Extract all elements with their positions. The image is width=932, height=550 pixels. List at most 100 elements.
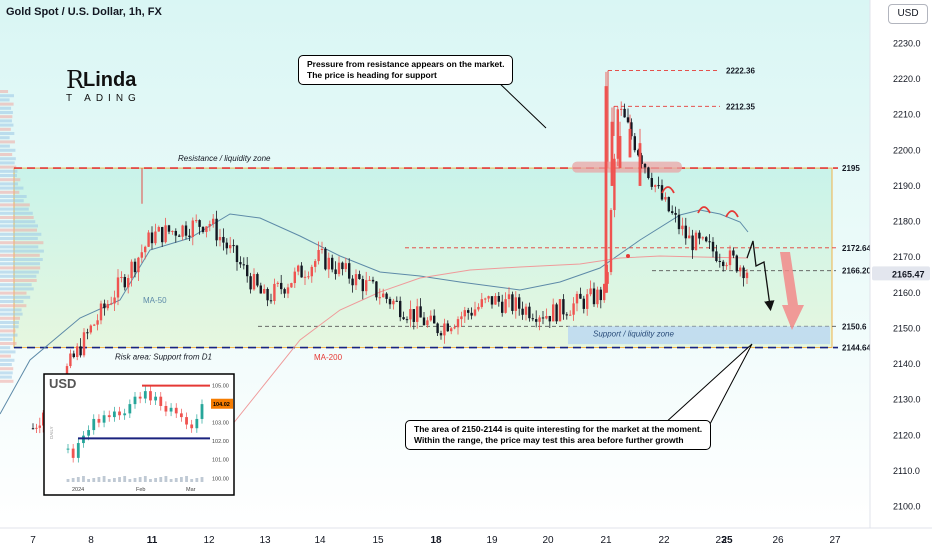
volume-profile-bar <box>0 350 16 354</box>
candle-body <box>276 282 279 284</box>
candle-body <box>524 306 528 315</box>
candle-body <box>552 304 555 322</box>
candle-body <box>409 309 412 320</box>
candle-body <box>688 235 691 239</box>
x-tick-label: 25 <box>721 535 733 546</box>
candle-body <box>72 353 75 358</box>
inset-candle-body <box>159 396 163 406</box>
candle-body <box>504 299 507 313</box>
candle-body <box>446 323 449 332</box>
candle-body <box>86 332 89 334</box>
inset-x-tick: 2024 <box>72 487 84 493</box>
callout-top-line-2: The price is heading for support <box>307 70 437 80</box>
candle-body <box>110 303 113 305</box>
inset-volume-bar <box>107 479 111 482</box>
inset-volume-bar <box>195 478 199 482</box>
inset-last-value: 104.02 <box>213 402 230 408</box>
volume-profile-bar <box>0 211 33 215</box>
candle-body <box>477 306 480 310</box>
volume-profile-bar <box>0 237 38 240</box>
candle-body <box>215 218 218 241</box>
volume-profile-bar <box>0 379 14 383</box>
candle-body <box>69 353 72 367</box>
candle-body <box>535 319 538 322</box>
inset-volume-bar <box>71 478 75 482</box>
candle-body <box>93 324 96 326</box>
volume-profile-bar <box>0 333 18 337</box>
inset-x-tick: Feb <box>136 487 145 493</box>
price-level-label: 2166.20 <box>842 267 871 276</box>
inset-volume-bar <box>133 478 137 482</box>
callout-bottom: The area of 2150-2144 is quite interesti… <box>405 420 712 450</box>
candle-body <box>127 278 130 288</box>
candle-body <box>123 276 126 288</box>
volume-profile-bar <box>0 262 40 266</box>
candle-body <box>208 223 211 227</box>
candle-body <box>246 264 249 277</box>
volume-profile-bar <box>0 195 27 198</box>
x-tick-label: 19 <box>486 535 498 546</box>
candle-body <box>354 274 358 286</box>
x-tick-label: 26 <box>772 535 784 546</box>
volume-profile-bar <box>0 342 17 345</box>
candle-body <box>463 310 466 317</box>
resistance-test-highlight <box>572 161 682 173</box>
candle-body <box>232 245 235 247</box>
volume-profile-bar <box>0 346 11 350</box>
candle-body <box>691 235 694 251</box>
inset-volume-bar <box>190 479 194 482</box>
inset-chart[interactable]: USDDAILY105.00104.00103.00102.00101.0010… <box>43 373 235 496</box>
volume-profile-bar <box>0 249 44 253</box>
x-tick-label: 21 <box>600 535 612 546</box>
candle-body <box>140 252 143 258</box>
x-tick-label: 18 <box>430 535 442 546</box>
inset-candle-body <box>118 411 121 416</box>
inset-candle-body <box>133 396 137 405</box>
resistance-touch-arc <box>725 210 739 218</box>
x-tick-label: 23 <box>715 535 727 546</box>
inset-y-tick: 103.00 <box>212 421 229 427</box>
candle-body <box>229 245 232 249</box>
inset-y-tick: 102.00 <box>212 439 229 445</box>
resistance-touch-arc <box>661 186 675 194</box>
candle-body <box>745 272 749 279</box>
candle-body <box>460 316 463 320</box>
candle-body <box>174 230 177 236</box>
candle-body <box>120 276 123 278</box>
support-zone-label: Support / liquidity zone <box>593 329 674 338</box>
volume-profile-bar <box>0 354 11 358</box>
x-tick-label: 8 <box>88 535 94 546</box>
candle-body <box>198 220 201 227</box>
inset-candle-body <box>149 391 152 401</box>
candle-body <box>297 265 300 272</box>
candle-body <box>497 296 500 302</box>
volume-profile-bar <box>0 106 12 110</box>
currency-button[interactable]: USD <box>888 4 928 24</box>
candle-body <box>592 288 596 305</box>
inset-volume-bar <box>87 479 91 482</box>
candle-body <box>395 300 398 302</box>
candle-body <box>290 283 293 288</box>
x-tick-label: 14 <box>314 535 326 546</box>
volume-profile-bar <box>0 274 37 278</box>
candle-body <box>599 289 602 301</box>
candle-body <box>722 261 725 267</box>
inset-volume-bar <box>102 476 106 482</box>
inset-candle-body <box>123 413 127 416</box>
candle-body <box>225 242 228 249</box>
volume-profile-bar <box>0 182 18 186</box>
candle-body <box>616 109 619 159</box>
ma-200-label: MA-200 <box>314 353 343 362</box>
resistance-touch-arc <box>697 206 711 214</box>
x-tick-label: 20 <box>542 535 554 546</box>
candle-body <box>480 299 483 307</box>
volume-profile-bar <box>0 186 24 190</box>
volume-profile-bar <box>0 321 19 324</box>
volume-profile-bar <box>0 136 10 140</box>
inset-candle-body <box>174 407 178 414</box>
last-price-label: 2165.47 <box>892 269 925 279</box>
volume-profile-bar <box>0 316 20 320</box>
candle-body <box>490 296 494 305</box>
